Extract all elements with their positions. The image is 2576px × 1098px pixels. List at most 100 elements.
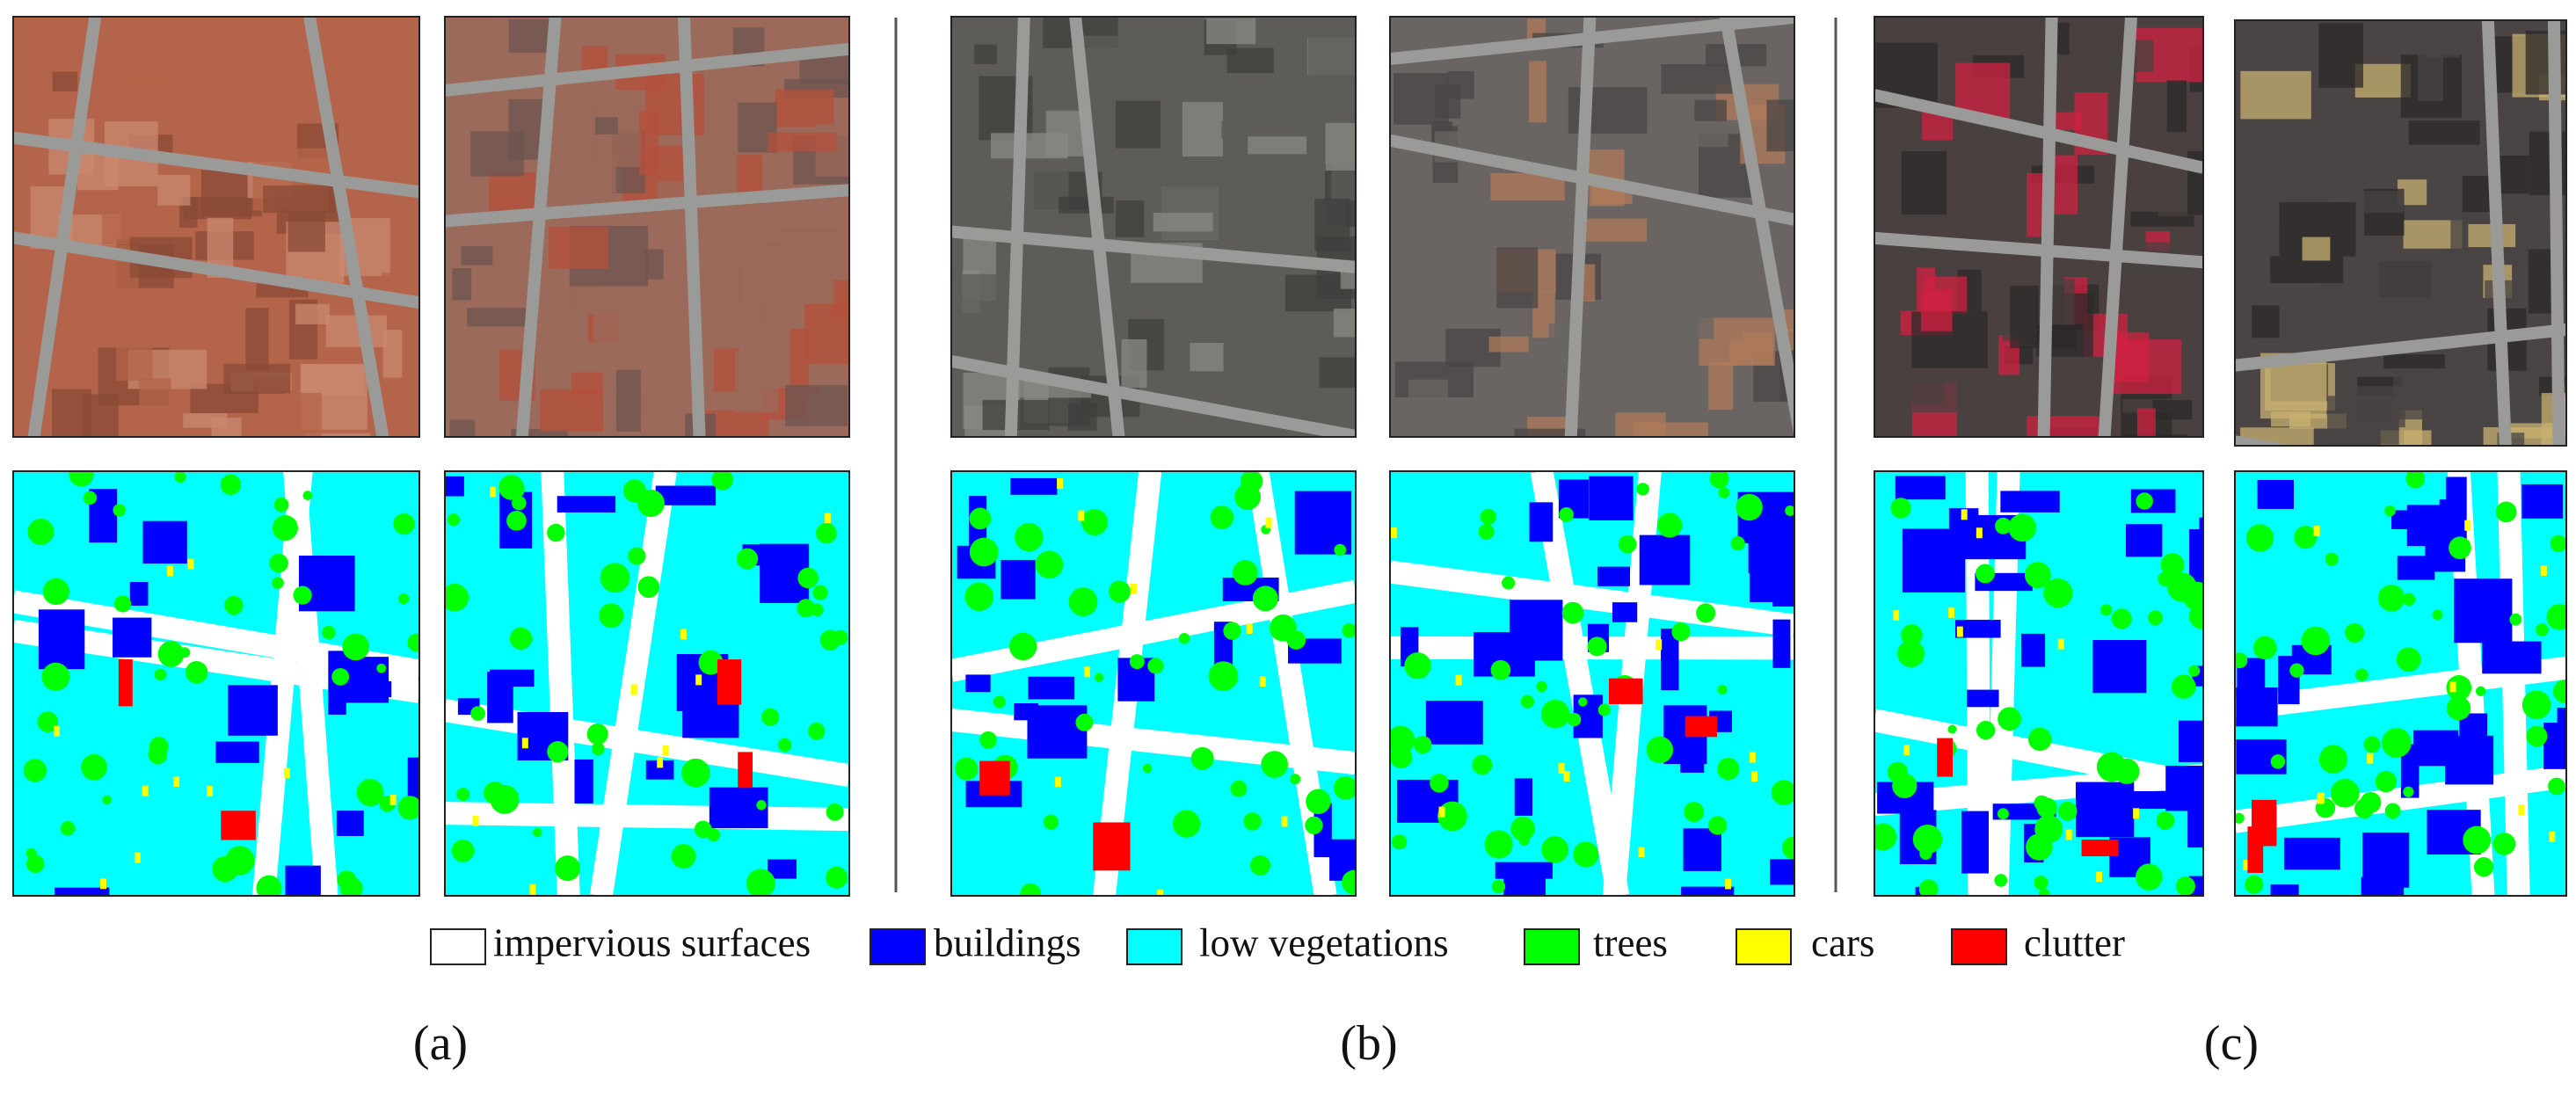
image-patch [1221, 120, 1246, 139]
map-tree [777, 738, 792, 753]
map-tree [1015, 522, 1044, 552]
image-patch [2302, 236, 2331, 261]
map-tree [1342, 623, 1356, 638]
image-patch [409, 30, 419, 64]
map-tree [1561, 601, 1584, 624]
map-car [1078, 510, 1085, 521]
map-tree [797, 599, 816, 618]
map-clutter [1685, 716, 1717, 738]
aerial-image [1389, 16, 1795, 438]
map-tree [1484, 830, 1513, 859]
map-tree [2136, 863, 2163, 891]
image-patch [470, 131, 524, 177]
map-tree [1190, 746, 1214, 770]
map-tree [337, 870, 357, 890]
map-road [951, 709, 1356, 775]
captions: (a) (b) (c) [413, 1016, 2259, 1071]
map-building [2475, 584, 2511, 629]
map-car [680, 629, 687, 640]
map-tree [2167, 572, 2197, 602]
image-patch [804, 303, 849, 365]
map-tree [1559, 507, 1574, 522]
legend-swatch [1524, 928, 1580, 965]
map-car [1281, 816, 1288, 827]
map-tree [356, 779, 384, 807]
map-tree [376, 663, 387, 673]
map-tree [711, 471, 733, 491]
image-patch [1694, 99, 1727, 121]
map-tree [1472, 754, 1493, 775]
image-patch [157, 174, 191, 206]
map-tree [698, 650, 724, 675]
image-patch [489, 172, 536, 216]
map-tree [2446, 695, 2471, 721]
map-tree [1684, 802, 1705, 823]
road [1390, 134, 1794, 226]
road [303, 17, 389, 437]
map-car [99, 878, 106, 890]
image-patch [153, 19, 208, 55]
map-building [1010, 477, 1058, 495]
map-tree [761, 708, 780, 726]
image-content [13, 17, 419, 437]
map-tree [1901, 624, 1923, 646]
map-building [2361, 876, 2377, 896]
map-tree [1490, 659, 1511, 680]
map-tree [157, 641, 185, 667]
label-map [950, 470, 1357, 897]
map-tree [1249, 854, 1270, 876]
aerial-image [2234, 19, 2567, 447]
legend-label: impervious surfaces [493, 920, 811, 964]
map-tree [2384, 803, 2401, 819]
label-map [444, 470, 850, 897]
map-clutter [221, 811, 256, 840]
map-tree [1095, 673, 1104, 682]
image-patch [2355, 386, 2405, 428]
image-patch [139, 378, 171, 434]
image-content [1390, 17, 1794, 437]
image-patch [574, 160, 616, 193]
image-patch [449, 17, 497, 57]
road [2235, 324, 2566, 372]
map-tree [1008, 632, 1037, 661]
map-tree [2160, 553, 2185, 577]
map-car [1725, 878, 1732, 890]
panels [12, 16, 2567, 897]
map-tree [2446, 674, 2472, 701]
image-content [951, 17, 1356, 437]
map-tree [825, 866, 848, 889]
map-tree [83, 491, 98, 505]
map-tree [23, 759, 47, 782]
map-road [590, 471, 677, 896]
map-building [2187, 784, 2203, 848]
road [445, 184, 849, 228]
image-patch [1333, 309, 1356, 338]
map-tree [102, 795, 112, 805]
map-tree [1404, 652, 1431, 680]
map-car [695, 674, 702, 686]
map-tree [113, 595, 132, 613]
map-tree [2396, 647, 2421, 673]
image-patch [995, 171, 1069, 212]
map-building [38, 609, 85, 670]
map-tree [964, 582, 994, 612]
image-patch [2418, 51, 2444, 101]
map-car [2243, 860, 2250, 871]
map-tree [1390, 725, 1415, 754]
image-patch [382, 330, 403, 378]
map-tree [2325, 552, 2339, 566]
map-tree [447, 513, 460, 527]
map-building [2000, 491, 2060, 513]
map-clutter [717, 659, 742, 705]
map-car [166, 565, 173, 577]
map-car [2057, 638, 2064, 650]
map-tree [1230, 780, 1248, 797]
map-tree [1223, 622, 1241, 640]
map-border [1874, 470, 2204, 897]
map-tree [1994, 874, 2008, 887]
map-tree [280, 515, 293, 528]
map-tree [2550, 534, 2566, 552]
map-tree [273, 497, 289, 513]
